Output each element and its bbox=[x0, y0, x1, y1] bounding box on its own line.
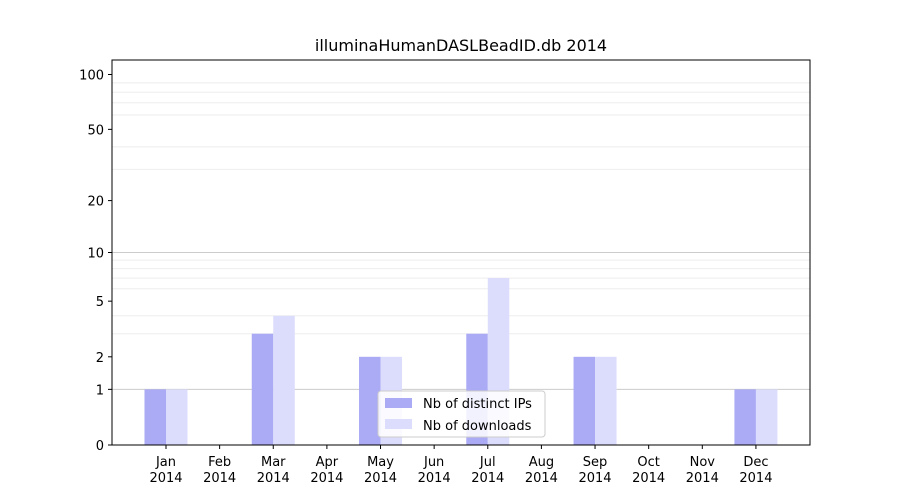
x-tick-label-month: Apr bbox=[316, 455, 339, 470]
x-tick-label-month: Jul bbox=[479, 455, 496, 470]
bar-downloads bbox=[166, 389, 188, 445]
x-tick-label-year: 2014 bbox=[418, 471, 451, 486]
chart-title: illuminaHumanDASLBeadID.db 2014 bbox=[315, 36, 607, 55]
bars bbox=[144, 278, 778, 445]
bar-distinct-ips bbox=[144, 389, 166, 445]
x-tick-label-month: Mar bbox=[261, 455, 286, 470]
x-tick-label-year: 2014 bbox=[257, 471, 290, 486]
legend-box bbox=[377, 390, 546, 438]
x-tick-label-year: 2014 bbox=[686, 471, 719, 486]
legend-swatch-downloads bbox=[385, 419, 412, 429]
bar-distinct-ips bbox=[573, 356, 596, 445]
y-tick-label: 50 bbox=[87, 123, 104, 138]
x-tick-label-month: Jan bbox=[155, 455, 176, 470]
y-tick-label: 2 bbox=[96, 351, 104, 366]
y-tick-label: 100 bbox=[79, 69, 104, 84]
y-tick-label: 1 bbox=[96, 383, 104, 398]
bar-distinct-ips bbox=[734, 389, 756, 445]
legend: Nb of distinct IPs Nb of downloads bbox=[377, 390, 546, 438]
legend-label-downloads: Nb of downloads bbox=[423, 419, 532, 434]
x-tick-label-year: 2014 bbox=[632, 471, 665, 486]
bar-distinct-ips bbox=[359, 356, 381, 445]
bar-downloads bbox=[755, 389, 778, 445]
y-tick-label: 20 bbox=[87, 195, 104, 210]
x-tick-label-year: 2014 bbox=[739, 471, 772, 486]
y-tick-label: 0 bbox=[96, 439, 104, 454]
legend-label-distinct-ips: Nb of distinct IPs bbox=[423, 397, 532, 412]
bar-downloads bbox=[595, 356, 617, 445]
x-tick-label-month: May bbox=[367, 455, 394, 470]
y-tick-label: 10 bbox=[87, 247, 104, 262]
x-tick-label-year: 2014 bbox=[578, 471, 611, 486]
x-tick-label-month: Jun bbox=[423, 455, 444, 470]
x-tick-label-year: 2014 bbox=[471, 471, 504, 486]
x-tick-label-month: Feb bbox=[208, 455, 231, 470]
bar-downloads bbox=[273, 315, 295, 445]
x-tick-label-month: Oct bbox=[637, 455, 659, 470]
x-tick-label-month: Nov bbox=[690, 455, 716, 470]
y-tick-label: 5 bbox=[96, 295, 104, 310]
x-tick-label-month: Sep bbox=[583, 455, 608, 470]
x-tick-label-month: Dec bbox=[743, 455, 768, 470]
x-tick-label-year: 2014 bbox=[149, 471, 182, 486]
x-tick-label-year: 2014 bbox=[203, 471, 236, 486]
x-tick-label-month: Aug bbox=[529, 455, 554, 470]
bar-distinct-ips bbox=[251, 333, 274, 445]
x-tick-label-year: 2014 bbox=[364, 471, 397, 486]
grid-lines bbox=[112, 82, 810, 390]
x-tick-label-year: 2014 bbox=[525, 471, 558, 486]
axis-ticks: 0125102050100Jan2014Feb2014Mar2014Apr201… bbox=[79, 69, 772, 486]
x-tick-label-year: 2014 bbox=[310, 471, 343, 486]
legend-swatch-distinct-ips bbox=[385, 398, 412, 408]
